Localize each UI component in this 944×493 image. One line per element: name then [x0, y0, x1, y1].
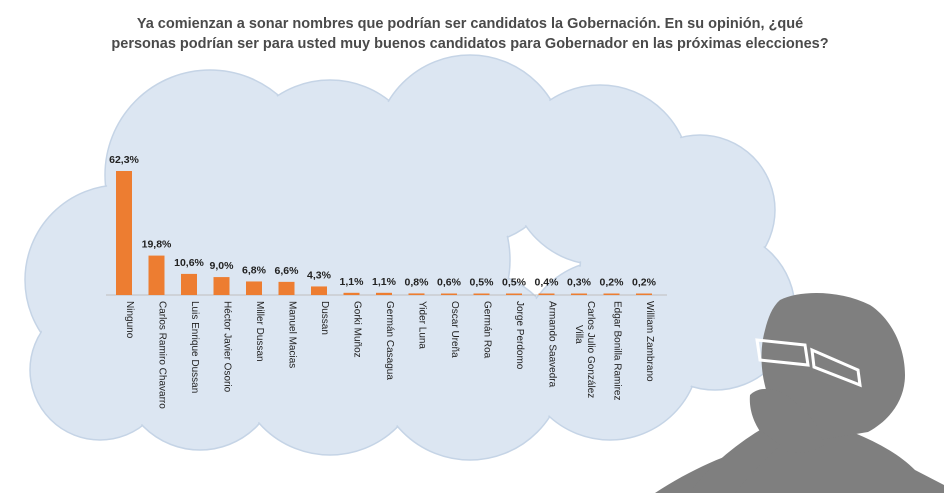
bar — [408, 293, 425, 295]
bar — [246, 281, 262, 295]
x-tick-label-text: William Zambrano — [644, 301, 655, 382]
x-tick-label: William Zambrano — [644, 301, 655, 382]
data-label: 0,4% — [535, 277, 560, 289]
x-tick-label: Dussan — [319, 301, 330, 335]
x-tick-label: Germán Casagua — [384, 301, 395, 380]
x-tick-label-text: Gorki Muñoz — [352, 301, 363, 358]
bar — [538, 293, 555, 295]
x-tick-label: Oscar Ureña — [449, 301, 460, 358]
data-label: 0,8% — [405, 276, 430, 288]
x-tick-label-text: Carlos Ramiro Chavarro — [157, 301, 168, 409]
data-label: 9,0% — [210, 260, 235, 272]
bar — [148, 255, 165, 295]
x-tick-label-text: Armando Saavedra — [547, 301, 558, 388]
bar — [181, 273, 197, 295]
cloud-fill — [581, 191, 739, 349]
data-label: 0,3% — [567, 277, 592, 289]
bar — [311, 286, 327, 295]
data-label: 4,3% — [307, 269, 332, 281]
chart-title: Ya comienzan a sonar nombres que podrían… — [111, 16, 829, 52]
x-tick-label: Héctor Javier Osorio — [222, 301, 233, 393]
x-tick-label: Carlos Ramiro Chavarro — [157, 301, 168, 409]
x-tick-label-text: Luis Enrique Dussan — [189, 301, 200, 393]
x-tick-label: Jorge Perdomo — [514, 301, 525, 370]
cloud-fill — [151, 171, 369, 389]
bar — [571, 293, 587, 295]
x-tick-labels: Ninguno Carlos Ramiro Chavarro Luis Enriqu… — [124, 301, 655, 409]
data-label: 0,2% — [600, 277, 625, 289]
data-label: 10,6% — [174, 257, 204, 269]
bar — [343, 292, 360, 295]
x-tick-label: Armando Saavedra — [547, 301, 558, 388]
data-label: 0,2% — [632, 277, 657, 289]
x-tick-label: Edgar Bonilla Ramirez — [612, 301, 623, 401]
x-tick-label: Miller Dussan — [254, 301, 265, 362]
data-label: 6,8% — [242, 264, 267, 276]
x-tick-label: Yider Luna — [417, 301, 428, 349]
x-tick-label-text: Miller Dussan — [254, 301, 265, 362]
x-tick-label-text: Ninguno — [124, 301, 135, 339]
x-tick-label: Luis Enrique Dussan — [189, 301, 200, 393]
data-label: 0,6% — [437, 277, 462, 289]
x-tick-label-text: Héctor Javier Osorio — [222, 301, 233, 393]
data-label: 1,1% — [340, 276, 365, 288]
person-head — [761, 293, 905, 440]
bar — [473, 293, 490, 295]
bar — [636, 293, 652, 295]
x-tick-label: Gorki Muñoz — [352, 301, 363, 358]
x-tick-label: Ninguno — [124, 301, 135, 339]
thought-cloud — [24, 54, 796, 461]
x-tick-label: Germán Roa — [482, 301, 493, 359]
bar — [506, 293, 522, 295]
data-label: 19,8% — [142, 239, 172, 251]
data-label: 62,3% — [109, 154, 139, 166]
data-label: 1,1% — [372, 276, 397, 288]
x-tick-label-text: Oscar Ureña — [449, 301, 460, 358]
data-label: 0,5% — [470, 277, 495, 289]
x-tick-label-text: Germán Casagua — [384, 301, 395, 380]
x-tick-label-text: Manuel Macias — [287, 301, 298, 368]
data-label: 0,5% — [502, 277, 527, 289]
data-label: 6,6% — [275, 265, 300, 277]
bar — [376, 292, 392, 295]
x-tick-label-text: Edgar Bonilla Ramirez — [612, 301, 623, 401]
person-arm — [690, 430, 780, 493]
bar — [213, 277, 230, 295]
thinking-person-illustration — [655, 293, 944, 493]
x-tick-label-text: Yider Luna — [417, 301, 428, 349]
bar — [278, 281, 295, 295]
bar — [603, 293, 620, 295]
x-tick-label-text: Germán Roa — [482, 301, 493, 359]
bar-series — [116, 171, 652, 295]
x-tick-label-text: Carlos Julio González — [585, 301, 596, 398]
x-tick-label: Manuel Macias — [287, 301, 298, 368]
bar — [116, 171, 132, 295]
data-labels: 62,3% 19,8%10,6% 9,0% 6,8% 6,6% 4,3% 1,1% 1,1% 0… — [109, 154, 657, 289]
glasses-icon — [755, 338, 862, 388]
bar — [441, 293, 457, 295]
x-tick-label-text: Dussan — [319, 301, 330, 335]
x-tick-label-text: Jorge Perdomo — [514, 301, 525, 370]
x-tick-label-text: Villa — [573, 325, 584, 344]
